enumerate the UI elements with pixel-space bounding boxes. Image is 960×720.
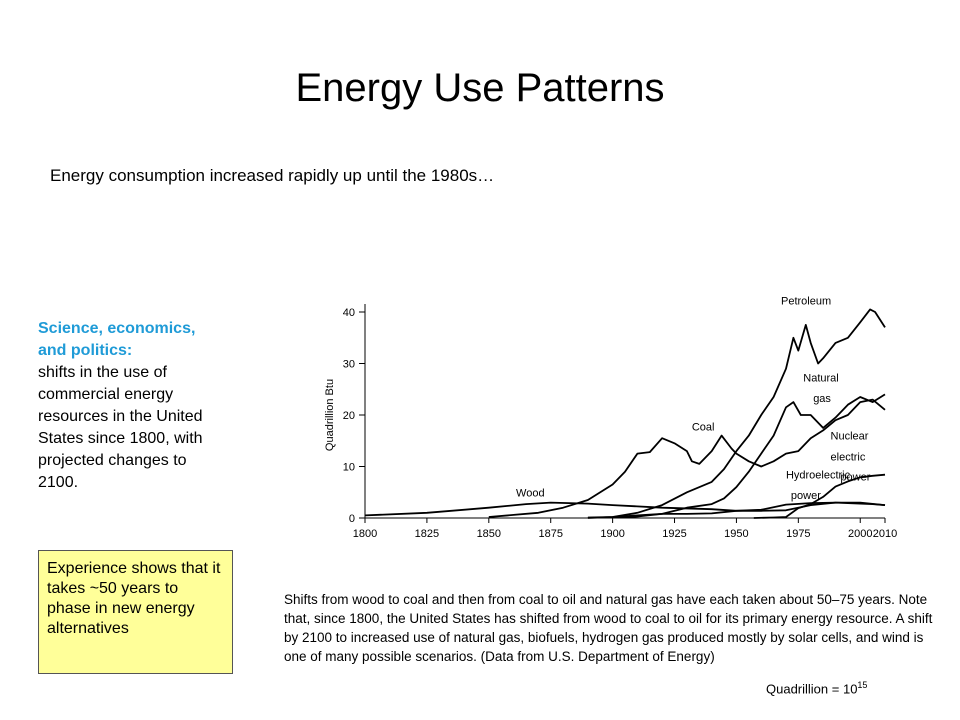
annotation-wood: Wood [516, 487, 545, 499]
y-tick-label: 10 [343, 462, 355, 474]
series-line-natural-gas [612, 393, 886, 519]
y-axis-label: Quadrillion Btu [324, 379, 336, 451]
series-line-petroleum [587, 308, 886, 519]
annotation-natural-gas: Natural [803, 373, 838, 385]
series-line-coal [488, 398, 886, 518]
slide-title: Energy Use Patterns [295, 66, 665, 110]
x-tick-label: 1825 [415, 528, 439, 540]
slide-subtitle: Energy consumption increased rapidly up … [50, 166, 495, 185]
annotation-petroleum: Petroleum [781, 295, 831, 307]
x-tick-label: 1900 [600, 528, 624, 540]
annotation-nuclear-electric-power: Nuclear [831, 431, 869, 443]
x-tick-label: 1850 [477, 528, 501, 540]
energy-chart: 0 10 20 30 40 1800 1825 1850 1875 1900 1925 1950 197… [324, 295, 897, 540]
annotation-nuclear-electric-power: power [840, 471, 870, 483]
annotation-nuclear-electric-power: electric [831, 451, 866, 463]
chart-axes: 0 10 20 30 40 1800 1825 1850 1875 1900 1925 1950 197… [324, 304, 897, 540]
figure-caption: Shifts from wood to coal and then from c… [284, 592, 933, 664]
x-tick-label: 1925 [662, 528, 686, 540]
quadrillion-note: Quadrillion = 1015 [766, 680, 867, 696]
series-line-hydroelectric-power [587, 501, 886, 519]
x-tick-label: 1950 [724, 528, 748, 540]
y-tick-label: 40 [343, 307, 355, 319]
chart-lines [364, 308, 886, 519]
y-tick-label: 0 [349, 513, 355, 525]
y-tick-label: 20 [343, 410, 355, 422]
x-tick-label: 1975 [786, 528, 810, 540]
chart-labels: Petroleum Natural gas Coal Wood Nuclear electr… [516, 295, 871, 502]
quadrillion-label: Quadrillion = 10 [766, 681, 858, 697]
side-text: shifts in the use of commercial energy r… [38, 364, 203, 491]
annotation-hydroelectric-power: Hydroelectric [786, 469, 851, 481]
series-line-nuclear-electric-power [753, 473, 886, 519]
x-tick-label: 1800 [353, 528, 377, 540]
quadrillion-exponent: 15 [857, 680, 868, 690]
x-tick-label: 1875 [538, 528, 562, 540]
side-heading: Science, economics, and politics: [38, 320, 196, 359]
side-description: Science, economics, and politics: shifts… [38, 318, 228, 494]
annotation-hydroelectric-power: power [791, 490, 821, 502]
annotation-coal: Coal [692, 421, 715, 433]
annotation-natural-gas: gas [813, 393, 831, 405]
x-tick-label: 2000 [848, 528, 872, 540]
y-tick-label: 30 [343, 359, 355, 371]
note-box: Experience shows that it takes ~50 years… [38, 550, 233, 674]
x-tick-label: 2010 [873, 528, 897, 540]
